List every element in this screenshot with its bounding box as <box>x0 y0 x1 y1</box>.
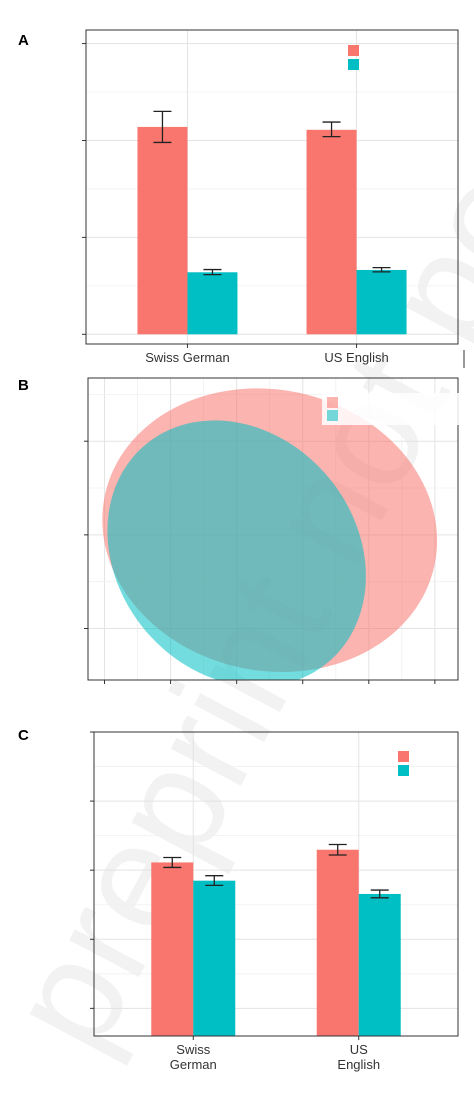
legend-swatch <box>327 397 338 408</box>
plot-border <box>85 29 459 345</box>
error-bar <box>370 889 389 899</box>
legend-swatch <box>398 751 409 762</box>
panel-letter-c: C <box>18 727 29 744</box>
bar-ads-2 <box>358 893 401 1036</box>
error-bar <box>372 266 391 273</box>
panel-c-bar-chart: C Swiss German US English <box>18 727 459 1072</box>
legend <box>322 393 460 425</box>
legend-swatch <box>348 45 359 56</box>
bar-random-split-1 <box>187 272 238 335</box>
error-bar <box>322 121 341 138</box>
legend <box>398 751 409 776</box>
plot-border <box>87 377 459 681</box>
x-tick-label: US English <box>324 350 388 365</box>
legend-swatch <box>327 410 338 421</box>
x-tick-label: Swiss German <box>145 350 230 365</box>
panel-b-ellipse-plot: B <box>18 377 460 684</box>
panel-a-bar-chart: A Swiss German US English <box>18 29 465 368</box>
x-tick-label: US English <box>337 1042 380 1072</box>
x-tick-label: Swiss German <box>170 1042 217 1072</box>
ellipses <box>102 388 438 680</box>
panel-letter-a: A <box>18 32 29 49</box>
ellipse-ads <box>107 420 366 680</box>
legend-swatch <box>348 59 359 70</box>
legend-swatch <box>398 765 409 776</box>
bar-random-split-2 <box>356 269 407 335</box>
bar-ids-ads-1 <box>137 126 188 335</box>
error-bar <box>328 843 347 856</box>
bar-ids-1 <box>151 862 194 1036</box>
error-bar <box>203 268 222 276</box>
error-bar <box>163 856 182 869</box>
legend <box>348 45 359 70</box>
error-bar <box>205 875 224 887</box>
panel-letter-b: B <box>18 377 29 394</box>
error-bar <box>153 110 172 144</box>
plot-border <box>93 731 459 1037</box>
bar-ids-ads-2 <box>306 129 357 335</box>
legend-background <box>322 393 460 425</box>
bar-ads-1 <box>193 880 236 1036</box>
bar-ids-2 <box>316 849 359 1036</box>
